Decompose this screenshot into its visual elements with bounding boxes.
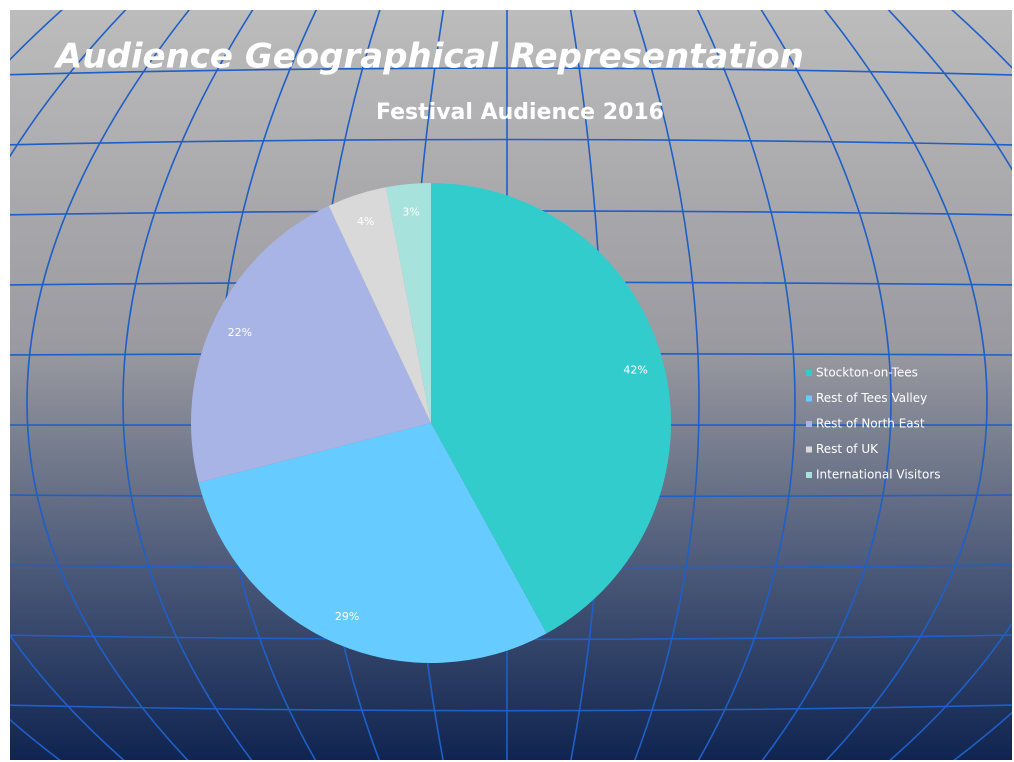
data-label: 3% bbox=[402, 206, 419, 219]
data-label: 29% bbox=[335, 610, 359, 623]
legend: Stockton-on-Tees Rest of Tees Valley Rest … bbox=[806, 366, 941, 482]
chart-title: Festival Audience 2016 bbox=[376, 100, 664, 125]
legend-marker bbox=[806, 446, 812, 453]
data-label: 4% bbox=[357, 215, 374, 228]
legend-marker bbox=[806, 370, 812, 376]
grid-curve bbox=[823, 10, 988, 760]
legend-label: Rest of Tees Valley bbox=[816, 391, 927, 405]
pie-chart: 42% 29% 22% 4% 3% bbox=[191, 183, 672, 663]
grid-curve bbox=[696, 10, 796, 760]
grid-curve bbox=[10, 10, 127, 760]
data-label: 42% bbox=[623, 363, 647, 376]
legend-marker bbox=[806, 395, 812, 402]
pie-slice bbox=[431, 183, 672, 634]
legend-marker bbox=[806, 472, 812, 478]
pie-slice bbox=[328, 187, 431, 423]
data-label: 22% bbox=[228, 326, 252, 339]
pie-slice bbox=[386, 183, 431, 423]
legend-label: Rest of North East bbox=[816, 417, 925, 431]
legend-label: Stockton-on-Tees bbox=[816, 366, 918, 380]
slide-title: Audience Geographical Representation bbox=[53, 37, 804, 77]
grid-curve bbox=[0, 0, 11, 762]
grid-curve bbox=[760, 10, 892, 760]
legend-label: Rest of UK bbox=[816, 442, 879, 456]
grid-curve bbox=[633, 10, 700, 760]
grid-curve bbox=[887, 10, 1012, 760]
pie-slice bbox=[191, 205, 431, 483]
grid-curve bbox=[26, 10, 191, 760]
grid-curve bbox=[122, 10, 254, 760]
pie-slice bbox=[198, 423, 547, 663]
legend-marker bbox=[806, 421, 812, 427]
legend-label: International Visitors bbox=[816, 468, 941, 482]
